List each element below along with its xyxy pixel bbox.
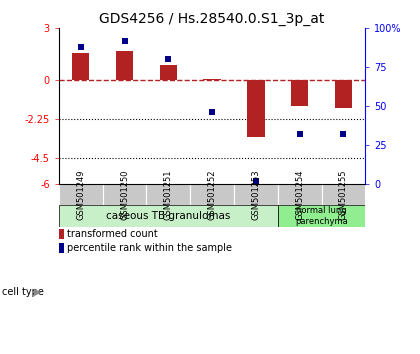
Bar — [234, 184, 278, 205]
Text: GSM501250: GSM501250 — [120, 170, 129, 220]
Bar — [116, 51, 133, 80]
Bar — [278, 184, 322, 205]
Bar — [147, 184, 190, 205]
Bar — [59, 184, 102, 205]
Bar — [203, 79, 221, 80]
Bar — [59, 229, 64, 239]
Bar — [247, 80, 265, 137]
Bar — [278, 205, 365, 227]
Bar — [72, 52, 89, 80]
Text: GSM501251: GSM501251 — [164, 170, 173, 220]
Text: ▶: ▶ — [34, 287, 42, 297]
Bar — [335, 80, 352, 108]
Text: cell type: cell type — [2, 287, 44, 297]
Bar — [190, 184, 234, 205]
Text: GSM501254: GSM501254 — [295, 170, 304, 220]
Text: GSM501252: GSM501252 — [207, 170, 217, 220]
Text: transformed count: transformed count — [67, 229, 158, 239]
Bar — [59, 243, 64, 253]
Text: GSM501249: GSM501249 — [76, 170, 85, 220]
Bar — [291, 80, 308, 106]
Title: GDS4256 / Hs.28540.0.S1_3p_at: GDS4256 / Hs.28540.0.S1_3p_at — [100, 12, 325, 26]
Bar — [322, 184, 365, 205]
Text: caseous TB granulomas: caseous TB granulomas — [106, 211, 231, 221]
Text: GSM501253: GSM501253 — [252, 169, 260, 220]
Text: percentile rank within the sample: percentile rank within the sample — [67, 243, 232, 253]
Text: GSM501255: GSM501255 — [339, 170, 348, 220]
Bar — [102, 184, 147, 205]
Bar — [160, 65, 177, 80]
Text: normal lung
parenchyma: normal lung parenchyma — [295, 206, 348, 225]
Bar — [59, 205, 278, 227]
